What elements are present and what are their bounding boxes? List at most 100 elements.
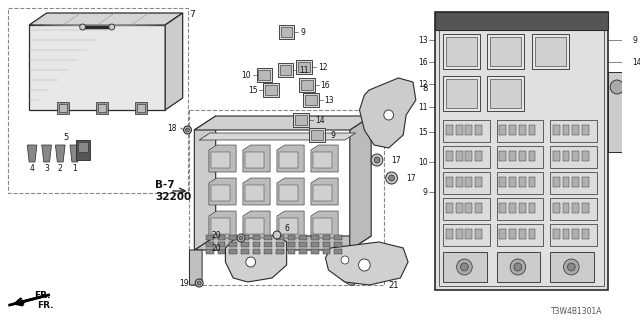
Bar	[550, 252, 594, 282]
Text: 12: 12	[418, 79, 428, 89]
Polygon shape	[29, 25, 165, 110]
Bar	[519, 151, 525, 161]
Text: B-7: B-7	[156, 180, 175, 190]
Bar	[8, 8, 188, 193]
Bar	[211, 218, 230, 234]
Bar	[300, 242, 307, 247]
Text: 12: 12	[317, 62, 327, 71]
Text: 15: 15	[418, 127, 428, 137]
Bar	[582, 229, 589, 239]
Polygon shape	[326, 242, 408, 285]
Text: 9: 9	[300, 28, 305, 36]
Bar	[446, 79, 477, 108]
Circle shape	[371, 154, 383, 166]
Bar	[582, 151, 589, 161]
Bar	[245, 185, 264, 201]
Bar	[550, 224, 596, 246]
Circle shape	[273, 231, 281, 239]
Polygon shape	[277, 145, 304, 172]
Polygon shape	[225, 235, 287, 282]
Text: T3W4B1301A: T3W4B1301A	[551, 308, 602, 316]
Bar	[313, 185, 332, 201]
Circle shape	[246, 257, 255, 267]
Bar	[572, 125, 579, 135]
Bar	[279, 152, 298, 168]
Circle shape	[610, 80, 624, 94]
Bar	[245, 152, 264, 168]
Bar	[264, 242, 272, 247]
Bar	[293, 113, 309, 127]
Text: 21: 21	[388, 281, 399, 290]
Bar	[446, 203, 452, 213]
Polygon shape	[209, 145, 236, 172]
Bar	[77, 142, 88, 152]
Bar	[487, 76, 524, 111]
Bar	[529, 203, 536, 213]
Text: 13: 13	[324, 95, 334, 105]
Bar	[264, 235, 272, 240]
Bar	[553, 203, 559, 213]
Bar	[465, 151, 472, 161]
Bar	[563, 177, 570, 187]
Bar	[300, 78, 315, 92]
Text: 9: 9	[330, 131, 335, 140]
Bar	[211, 152, 230, 168]
Bar	[311, 235, 319, 240]
Circle shape	[514, 263, 522, 271]
Bar	[582, 177, 589, 187]
Bar	[490, 37, 521, 66]
Text: 5: 5	[63, 132, 68, 141]
Polygon shape	[342, 250, 355, 285]
Bar	[519, 177, 525, 187]
Bar	[298, 62, 310, 72]
Polygon shape	[209, 178, 236, 205]
Bar	[334, 249, 342, 254]
Bar	[287, 249, 296, 254]
Text: 10: 10	[241, 70, 251, 79]
Bar	[519, 125, 525, 135]
Polygon shape	[76, 140, 90, 160]
Bar	[465, 125, 472, 135]
Bar	[563, 203, 570, 213]
Bar	[499, 151, 506, 161]
Bar	[279, 218, 298, 234]
Polygon shape	[56, 145, 65, 162]
Bar	[435, 12, 608, 30]
Bar	[497, 252, 540, 282]
Bar	[497, 146, 543, 168]
Bar	[281, 27, 292, 37]
Bar	[572, 177, 579, 187]
Bar	[446, 151, 452, 161]
Bar	[257, 68, 272, 82]
Bar	[241, 242, 249, 247]
Polygon shape	[189, 250, 202, 285]
Bar	[465, 203, 472, 213]
Bar	[309, 128, 324, 142]
Polygon shape	[311, 211, 338, 238]
Text: 11: 11	[300, 66, 308, 75]
Bar	[443, 224, 490, 246]
Bar	[265, 85, 277, 95]
Bar	[446, 229, 452, 239]
Bar	[529, 151, 536, 161]
Polygon shape	[29, 13, 182, 25]
Bar	[475, 151, 482, 161]
Bar	[456, 151, 463, 161]
Polygon shape	[199, 133, 356, 140]
Bar	[572, 203, 579, 213]
Circle shape	[358, 259, 370, 271]
Circle shape	[457, 259, 472, 275]
Text: 20: 20	[212, 244, 221, 252]
Polygon shape	[165, 13, 182, 110]
Bar	[550, 172, 596, 194]
Bar	[296, 60, 312, 74]
Bar	[206, 249, 214, 254]
Bar	[563, 151, 570, 161]
Bar	[253, 242, 260, 247]
Circle shape	[184, 126, 191, 134]
Polygon shape	[195, 116, 216, 250]
Circle shape	[384, 110, 394, 120]
Bar	[509, 125, 516, 135]
Bar	[572, 229, 579, 239]
Circle shape	[79, 24, 86, 30]
